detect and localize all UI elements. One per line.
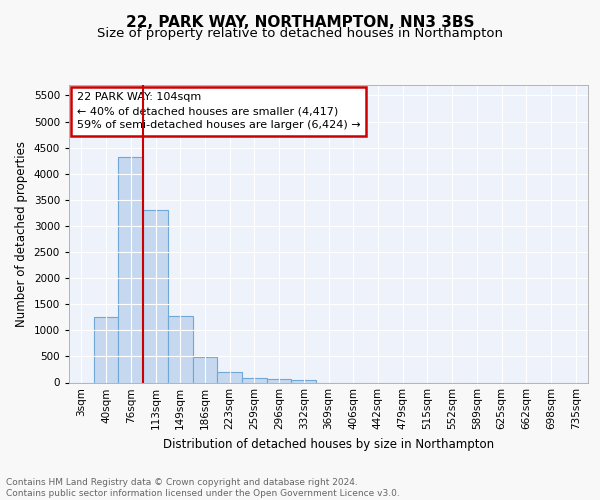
X-axis label: Distribution of detached houses by size in Northampton: Distribution of detached houses by size … — [163, 438, 494, 451]
Text: 22 PARK WAY: 104sqm
← 40% of detached houses are smaller (4,417)
59% of semi-det: 22 PARK WAY: 104sqm ← 40% of detached ho… — [77, 92, 361, 130]
Bar — [94, 316, 118, 382]
Bar — [217, 372, 242, 382]
Text: Size of property relative to detached houses in Northampton: Size of property relative to detached ho… — [97, 28, 503, 40]
Bar — [242, 378, 267, 382]
Bar — [118, 157, 143, 382]
Text: 22, PARK WAY, NORTHAMPTON, NN3 3BS: 22, PARK WAY, NORTHAMPTON, NN3 3BS — [126, 15, 474, 30]
Bar — [168, 316, 193, 382]
Bar — [193, 358, 217, 382]
Bar — [143, 210, 168, 382]
Text: Contains HM Land Registry data © Crown copyright and database right 2024.
Contai: Contains HM Land Registry data © Crown c… — [6, 478, 400, 498]
Bar — [292, 380, 316, 382]
Y-axis label: Number of detached properties: Number of detached properties — [15, 141, 28, 327]
Bar — [267, 379, 292, 382]
